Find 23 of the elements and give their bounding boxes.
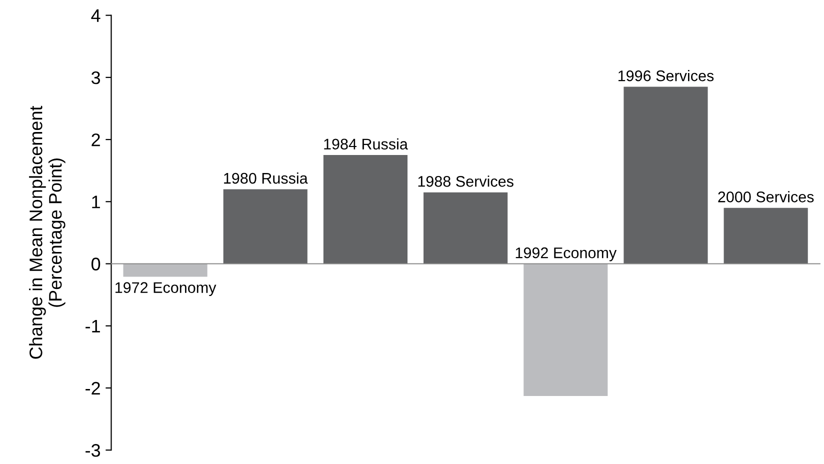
y-tick-label: 0 [91, 258, 100, 270]
bar [323, 155, 408, 264]
x-tick-label: 1992 Economy [516, 247, 617, 262]
y-tick-label: -1 [86, 320, 100, 332]
x-tick-label: 1972 Economy [116, 282, 216, 296]
x-tick-label: 1984 Russia [324, 138, 408, 150]
bar [223, 189, 308, 264]
y-tick-label: 3 [91, 71, 100, 84]
x-tick-label: 2000 Services [718, 191, 814, 202]
x-tick-label: 1988 Services [418, 176, 514, 187]
x-tick-label: 1980 Russia [224, 172, 308, 184]
y-tick-label: 4 [91, 9, 100, 22]
x-tick-label: 1996 Services [618, 70, 714, 82]
y-tick-label: -2 [86, 382, 100, 395]
bar [524, 264, 608, 396]
bar [624, 86, 708, 264]
bar [724, 208, 808, 264]
y-tick-label: 2 [92, 133, 100, 146]
bar [424, 192, 508, 264]
y-tick-label: -3 [86, 444, 100, 457]
y-axis-title: Change in Mean Nonplacement (Percentage Point) [29, 106, 66, 359]
y-tick-label: 1 [92, 196, 100, 208]
bar [123, 264, 208, 277]
